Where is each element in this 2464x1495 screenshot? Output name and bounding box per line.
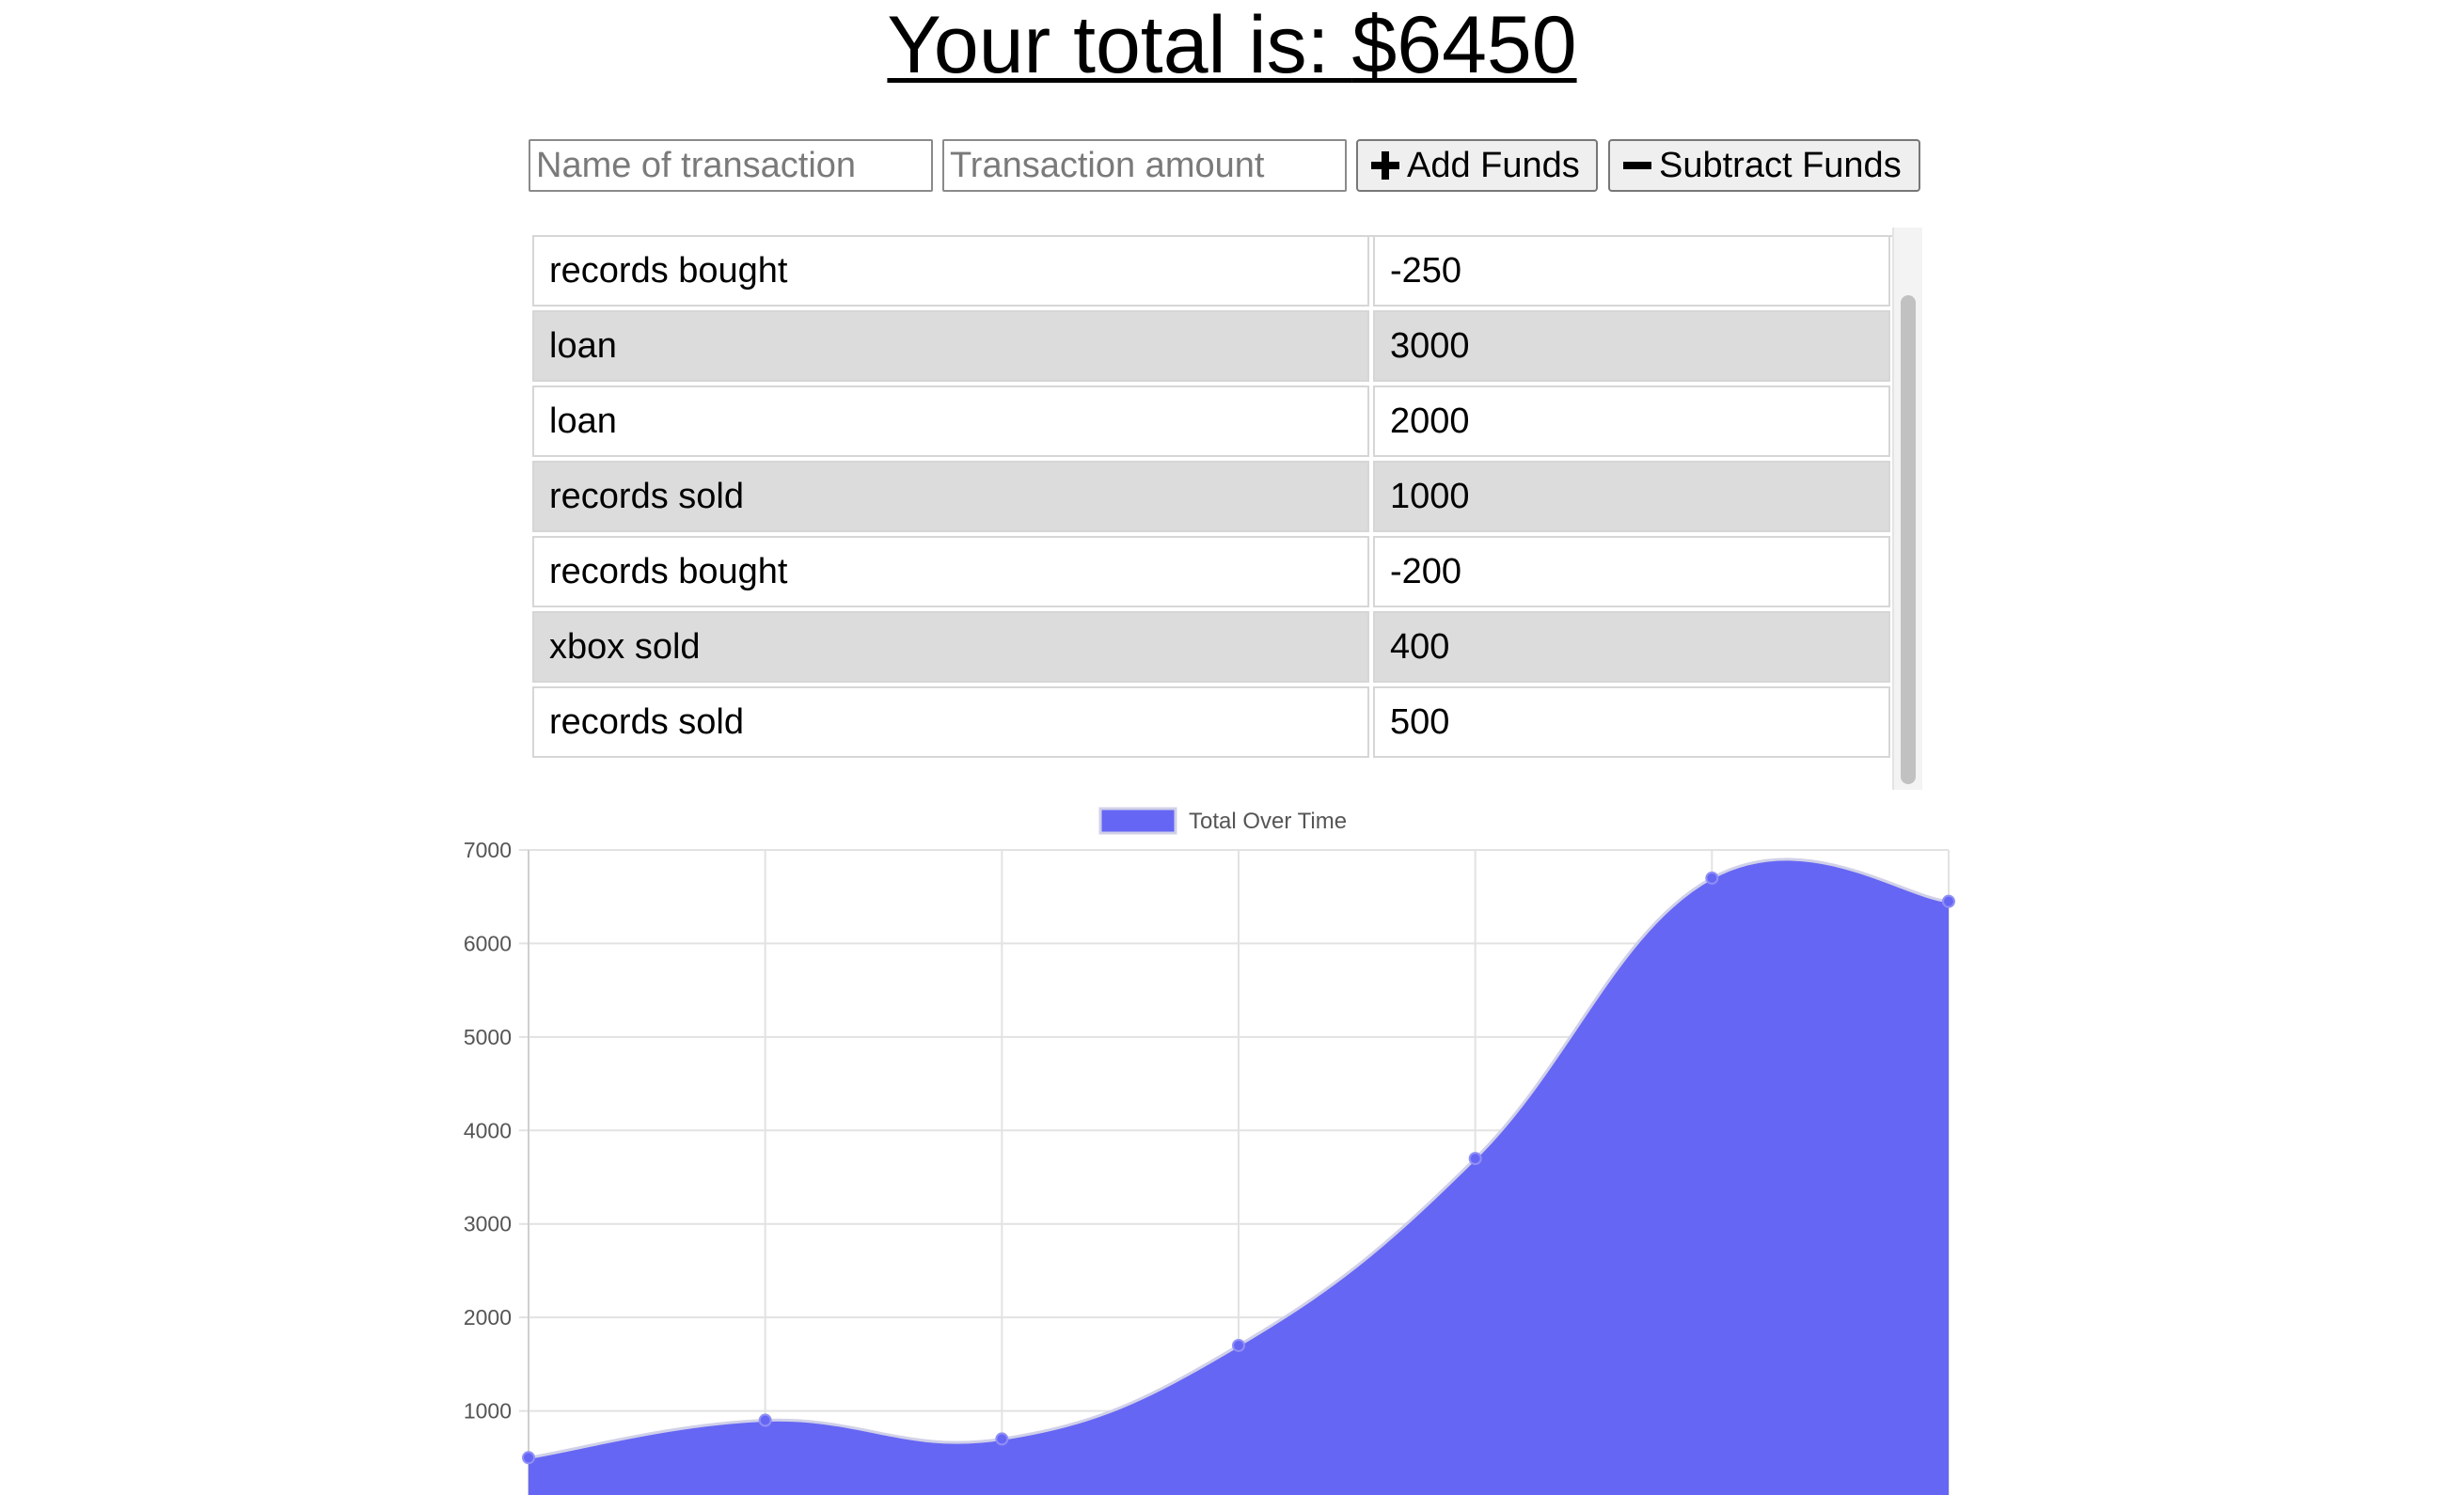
series-line (528, 858, 1950, 1459)
table-scrollbar[interactable] (1892, 228, 1922, 790)
table-row: loan 2000 (532, 386, 1890, 457)
y-tick-label: 2000 (464, 1305, 512, 1330)
table-row: records bought -250 (532, 235, 1890, 307)
transaction-amount-cell: -250 (1373, 235, 1890, 307)
y-tick-label: 7000 (464, 838, 512, 862)
data-point (522, 1451, 535, 1465)
transaction-name-cell: records sold (532, 686, 1369, 758)
total-value: $6450 (1351, 0, 1577, 90)
transaction-amount-cell: 2000 (1373, 386, 1890, 457)
data-point (1942, 894, 1955, 908)
minus-icon (1623, 151, 1651, 180)
transactions-table: records bought -250 loan 3000 loan 2000 record… (529, 231, 1894, 762)
series-area (529, 858, 1949, 1495)
table-row: records sold 500 (532, 686, 1890, 758)
subtract-funds-button[interactable]: Subtract Funds (1608, 139, 1920, 192)
add-funds-label: Add Funds (1407, 145, 1580, 185)
add-funds-button[interactable]: Add Funds (1356, 139, 1598, 192)
transaction-name-cell: loan (532, 386, 1369, 457)
table-row: records sold 1000 (532, 461, 1890, 532)
table-row: xbox sold 400 (532, 611, 1890, 683)
transaction-amount-cell: 500 (1373, 686, 1890, 758)
y-tick-label: 3000 (464, 1212, 512, 1236)
transaction-amount-cell: 1000 (1373, 461, 1890, 532)
y-tick-label: 5000 (464, 1025, 512, 1049)
transaction-name-input[interactable] (529, 139, 933, 192)
y-tick-label: 6000 (464, 931, 512, 955)
subtract-funds-label: Subtract Funds (1659, 145, 1902, 185)
data-point (1705, 871, 1719, 885)
transaction-name-cell: records bought (532, 536, 1369, 607)
transaction-amount-cell: -200 (1373, 536, 1890, 607)
data-point (995, 1432, 1009, 1446)
transaction-name-cell: records sold (532, 461, 1369, 532)
transaction-name-cell: records bought (532, 235, 1369, 307)
transaction-amount-input[interactable] (942, 139, 1347, 192)
plus-icon (1371, 151, 1399, 180)
transaction-name-cell: xbox sold (532, 611, 1369, 683)
data-point (1468, 1152, 1482, 1166)
data-point (1232, 1338, 1245, 1352)
transaction-amount-cell: 400 (1373, 611, 1890, 683)
total-prefix: Your total is: (887, 0, 1352, 90)
legend-swatch (1098, 807, 1177, 835)
y-tick-label: 1000 (464, 1399, 512, 1424)
data-point (758, 1413, 772, 1427)
total-heading: Your total is: $6450 (0, 0, 2464, 90)
transaction-amount-cell: 3000 (1373, 310, 1890, 382)
legend-label: Total Over Time (1189, 809, 1347, 834)
table-row: loan 3000 (532, 310, 1890, 382)
table-scrollbar-thumb[interactable] (1901, 295, 1916, 784)
transaction-name-cell: loan (532, 310, 1369, 382)
y-tick-label: 4000 (464, 1118, 512, 1142)
transactions-table-container[interactable]: records bought -250 loan 3000 loan 2000 record… (529, 228, 1922, 790)
table-row: records bought -200 (532, 536, 1890, 607)
